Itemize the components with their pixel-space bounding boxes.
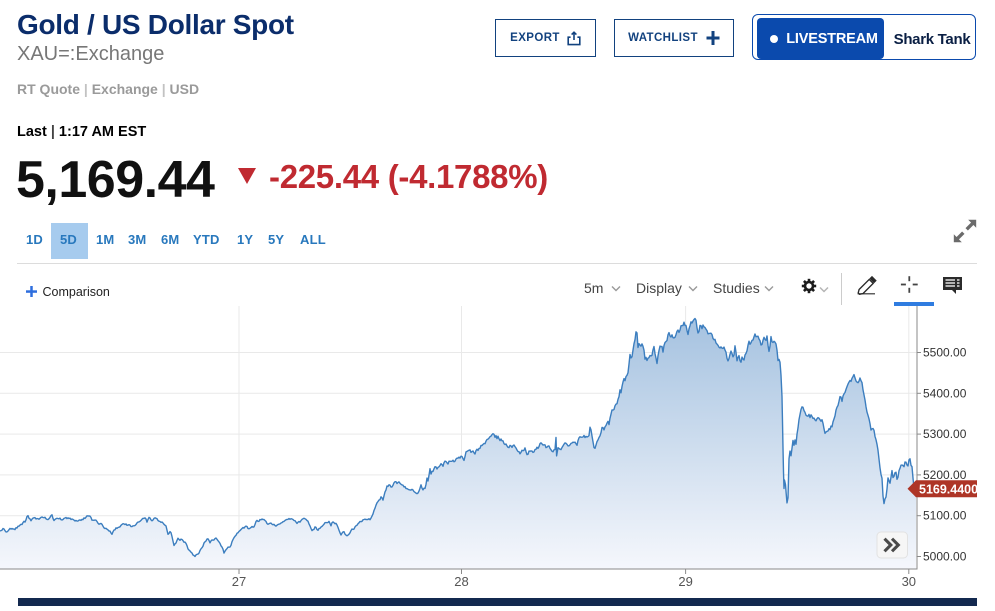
svg-text:5300.00: 5300.00	[923, 427, 967, 441]
svg-text:5100.00: 5100.00	[923, 509, 967, 523]
svg-text:5500.00: 5500.00	[923, 346, 967, 360]
svg-text:5200.00: 5200.00	[923, 468, 967, 482]
svg-text:27: 27	[232, 574, 246, 589]
svg-text:5000.00: 5000.00	[923, 550, 967, 564]
svg-text:30: 30	[902, 574, 916, 589]
svg-text:5400.00: 5400.00	[923, 386, 967, 400]
svg-text:5169.4400: 5169.4400	[919, 482, 978, 496]
svg-text:28: 28	[454, 574, 468, 589]
svg-text:29: 29	[678, 574, 692, 589]
